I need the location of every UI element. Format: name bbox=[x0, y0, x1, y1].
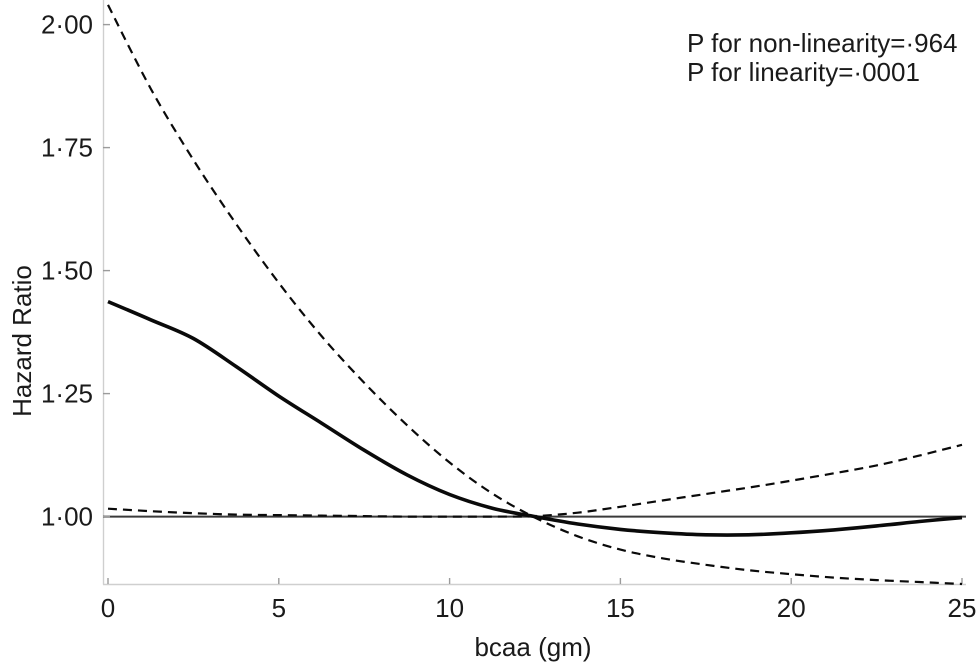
x-tick-label: 20 bbox=[777, 593, 806, 623]
hazard-ratio-curve bbox=[107, 299, 963, 537]
x-axis-title: bcaa (gm) bbox=[474, 632, 591, 662]
x-tick-label: 25 bbox=[948, 593, 977, 623]
y-axis-title: Hazard Ratio bbox=[7, 265, 37, 417]
annotation-p-nonlinearity: P for non-linearity=·964 bbox=[687, 28, 958, 58]
x-tick-label: 10 bbox=[435, 593, 464, 623]
x-tick-label: 15 bbox=[606, 593, 635, 623]
x-tick-label: 5 bbox=[272, 593, 286, 623]
y-tick-label: 1·25 bbox=[41, 379, 93, 409]
annotation-p-linearity: P for linearity=·0001 bbox=[687, 57, 920, 87]
x-tick-label: 0 bbox=[101, 593, 115, 623]
y-tick-label: 1·75 bbox=[41, 133, 93, 163]
ci-bound-a-curve bbox=[107, 4, 963, 586]
y-tick-label: 1·50 bbox=[41, 256, 93, 286]
ci-bound-b-curve bbox=[107, 443, 963, 518]
y-tick-label: 1·00 bbox=[41, 502, 93, 532]
y-tick-label: 2·00 bbox=[41, 10, 93, 40]
